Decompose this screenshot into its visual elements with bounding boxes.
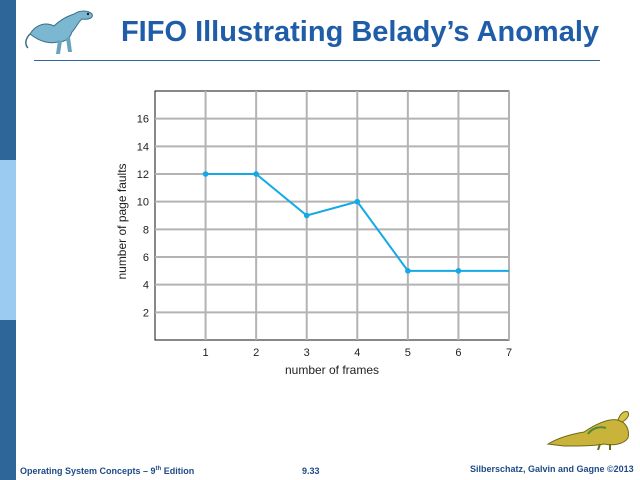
data-point [253,171,259,177]
data-point [303,212,310,219]
data-point [405,268,411,274]
y-tick-label: 4 [143,280,149,292]
y-tick-label: 8 [143,224,149,236]
sidebar-dark-top [0,0,16,160]
data-points [202,171,462,274]
y-axis-label: number of page faults [115,163,129,279]
y-tick-label: 10 [137,197,149,209]
y-tick-label: 2 [143,307,149,319]
footer-page-number: 9.33 [302,466,320,476]
x-tick-label: 4 [354,347,360,359]
footer-book-title: Operating System Concepts – 9 [20,466,156,476]
y-tick-label: 6 [143,252,149,264]
x-tick-label: 1 [203,347,209,359]
y-tick-label: 12 [137,169,149,181]
dinosaur-logo-icon [25,10,93,54]
x-tick-label: 2 [253,347,259,359]
sidebar-light-middle [0,160,16,320]
footer-edition-word: Edition [161,466,195,476]
x-tick-label: 7 [506,347,512,359]
dinosaur-footer-icon [546,411,629,450]
y-tick-labels: 2 4 6 8 10 12 14 16 [137,114,149,320]
y-tick-label: 14 [137,141,149,153]
slide-title: FIFO Illustrating Belady’s Anomaly [120,16,600,48]
x-tick-label: 5 [405,347,411,359]
data-point [354,198,361,205]
y-tick-label: 16 [137,114,149,126]
data-point [202,171,209,177]
x-tick-label: 6 [455,347,461,359]
footer-course-title: Operating System Concepts – 9th Edition [20,466,194,476]
x-tick-labels: 1 2 3 4 5 6 7 [203,347,513,359]
slide-sidebar [0,0,16,480]
sidebar-dark-bottom [0,320,16,480]
data-point [455,268,462,274]
footer-copyright: Silberschatz, Galvin and Gagne ©2013 [470,464,634,474]
footer-edition-suffix: th [155,466,162,472]
plot-area [154,90,510,341]
x-tick-label: 3 [304,347,310,359]
x-axis-label: number of frames [285,363,379,377]
chart-grid [155,91,510,340]
title-divider [34,60,600,61]
